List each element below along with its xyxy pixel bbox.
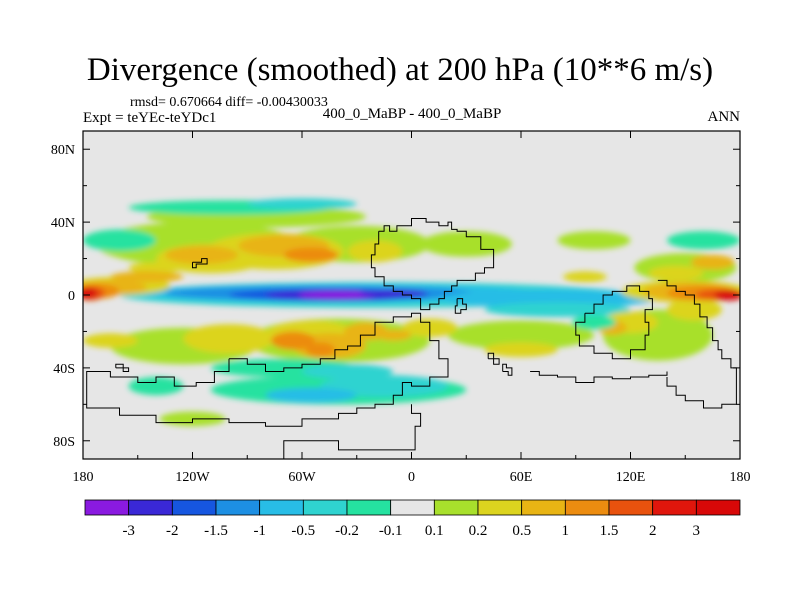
- colorbar-box: [84, 499, 130, 516]
- field-blob: [128, 377, 184, 396]
- experiment-label: Expt = teYEc-teYDc1: [83, 110, 217, 126]
- axes: 180 120W 60W 0 60E 120E 180 80N 40N 0 40S 80S: [51, 131, 751, 485]
- field-blob: [375, 329, 412, 341]
- field-blob: [563, 271, 607, 283]
- divergence-field: [83, 198, 740, 427]
- x-tick-label: 180: [73, 470, 94, 485]
- field-blob: [271, 331, 315, 350]
- x-tick-label: 60E: [510, 470, 533, 485]
- field-blob: [83, 333, 138, 348]
- x-tick-label: 120W: [175, 470, 210, 485]
- x-tick-label: 60W: [288, 470, 316, 485]
- colorbar-box: [564, 499, 610, 516]
- y-tick-label: 40N: [51, 216, 75, 231]
- field-blob: [714, 289, 740, 301]
- field-blob: [557, 231, 631, 250]
- colorbar-box: [171, 499, 217, 516]
- y-tick-label: 80S: [53, 435, 75, 450]
- field-blob: [83, 287, 98, 299]
- colorbar: -3 -2 -1.5 -1 -0.5 -0.2 -0.1 0.1 0.2 0.5 1 1.5 2 3: [84, 499, 741, 539]
- colorbar-label: 0.5: [512, 523, 531, 539]
- field-blob: [283, 247, 339, 263]
- field-blob: [420, 231, 512, 257]
- colorbar-label: -0.1: [379, 523, 403, 539]
- colorbar-box: [477, 499, 523, 516]
- coastline: [370, 218, 495, 311]
- coastline: [283, 404, 422, 459]
- field-blob: [110, 271, 184, 283]
- colorbar-box: [608, 499, 654, 516]
- colorbar-label: -0.5: [291, 523, 315, 539]
- season-label: ANN: [707, 109, 741, 125]
- field-blob: [298, 291, 379, 299]
- field-blob: [265, 387, 357, 403]
- colorbar-label: 0.2: [469, 523, 488, 539]
- coastline: [192, 258, 208, 269]
- field-blob: [165, 245, 239, 264]
- colorbar-label: -1: [253, 523, 266, 539]
- chart-title: Divergence (smoothed) at 200 hPa (10**6 …: [86, 52, 714, 88]
- field-blob: [83, 229, 156, 252]
- coastline: [86, 312, 449, 427]
- coastline: [115, 363, 130, 372]
- field-blob: [183, 324, 275, 354]
- colorbar-label: -2: [166, 523, 179, 539]
- field-blob: [690, 254, 735, 270]
- colorbar-label: -1.5: [204, 523, 228, 539]
- coastlines: [86, 218, 737, 459]
- colorbar-box: [215, 499, 261, 516]
- y-tick-label: 40S: [53, 362, 75, 377]
- field-blob: [305, 342, 335, 358]
- colorbar-box: [390, 499, 435, 516]
- coastline: [575, 285, 653, 360]
- y-tick-label: 80N: [51, 143, 75, 158]
- field-blob: [648, 265, 704, 281]
- colorbar-label: -3: [122, 523, 135, 539]
- coastline: [657, 279, 737, 409]
- coastline: [454, 298, 467, 314]
- field-blob: [667, 231, 740, 250]
- colorbar-box: [433, 499, 479, 516]
- x-tick-label: 0: [408, 470, 415, 485]
- stats-text: rmsd= 0.670664 diff= -0.00430033: [130, 95, 328, 110]
- field-blob: [484, 342, 558, 358]
- field-blob: [484, 302, 631, 317]
- field-blob: [572, 315, 616, 330]
- colorbar-label: 3: [693, 523, 701, 539]
- colorbar-box: [302, 499, 348, 516]
- x-tick-label: 120E: [616, 470, 646, 485]
- colorbar-label: 2: [649, 523, 657, 539]
- colorbar-box: [259, 499, 304, 516]
- colorbar-label: 0.1: [425, 523, 444, 539]
- y-tick-label: 0: [68, 289, 75, 304]
- colorbar-box: [346, 499, 392, 516]
- field-blob: [320, 375, 448, 397]
- field-blob: [667, 298, 722, 321]
- field-blob: [302, 364, 394, 379]
- colorbar-label: 1: [562, 523, 570, 539]
- subtitle-label: 400_0_MaBP - 400_0_MaBP: [322, 106, 502, 122]
- colorbar-label: -0.2: [335, 523, 359, 539]
- field-blob: [128, 262, 184, 274]
- colorbar-box: [695, 499, 741, 516]
- colorbar-box: [128, 499, 173, 516]
- field-blob: [448, 320, 594, 350]
- field-blob: [247, 198, 357, 210]
- colorbar-label: 1.5: [600, 523, 619, 539]
- coastline: [487, 352, 500, 365]
- x-tick-label: 180: [730, 470, 751, 485]
- coastline: [502, 363, 513, 376]
- colorbar-box: [652, 499, 697, 516]
- colorbar-box: [521, 499, 566, 516]
- coastline: [530, 371, 668, 383]
